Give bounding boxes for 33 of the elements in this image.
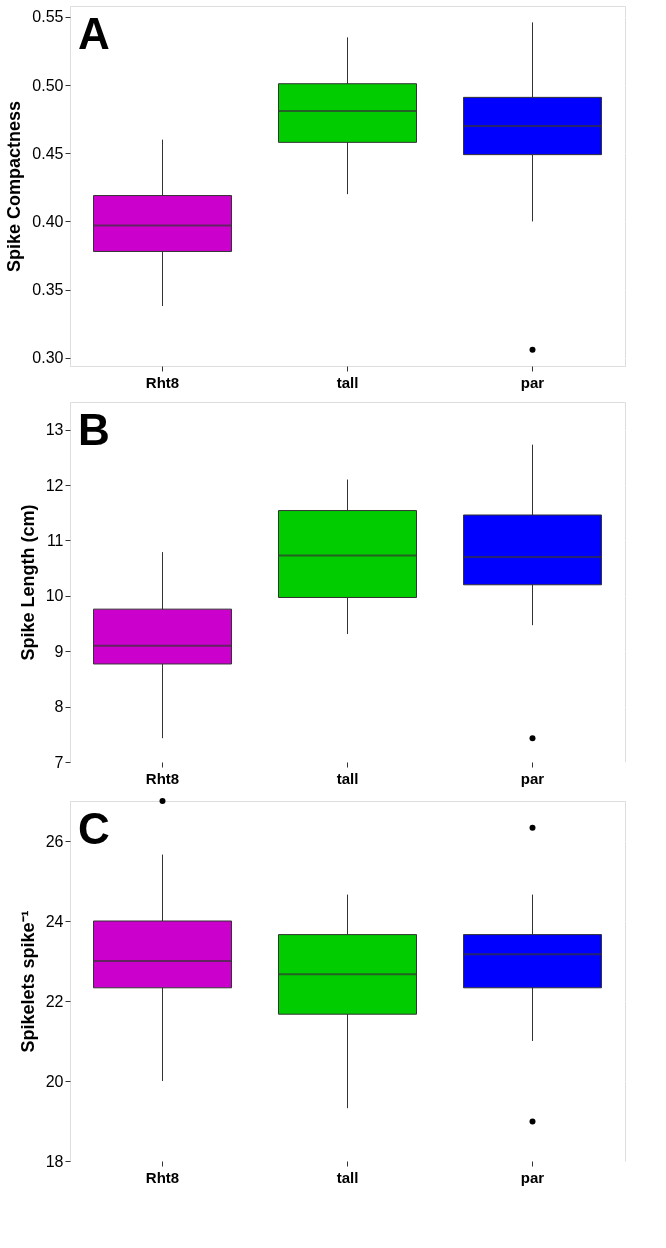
x-tick-label: par xyxy=(520,769,545,787)
x-tick-label: tall xyxy=(336,373,359,391)
y-tick-label: 0.40 xyxy=(32,212,64,230)
x-tick-label: par xyxy=(520,1168,545,1186)
y-tick-label: 0.45 xyxy=(32,144,64,162)
y-axis-title: Spike Length (cm) xyxy=(17,504,38,661)
y-tick-label: 20 xyxy=(45,1072,64,1090)
y-tick-label: 0.35 xyxy=(32,281,64,299)
y-tick-label: 12 xyxy=(45,476,64,494)
y-tick-label: 0.55 xyxy=(32,8,64,26)
y-axis-title: Spike Compactness xyxy=(4,100,25,273)
x-tick-label: tall xyxy=(336,1168,359,1186)
chart-title: C xyxy=(78,804,110,853)
y-tick-label: 11 xyxy=(46,531,64,549)
x-tick-label: Rht8 xyxy=(145,769,180,787)
y-tick-label: 8 xyxy=(54,698,64,716)
chart-title: B xyxy=(78,405,110,454)
y-tick-label: 7 xyxy=(54,753,64,771)
y-tick-label: 26 xyxy=(45,832,64,850)
x-tick-label: Rht8 xyxy=(145,373,180,391)
x-tick-label: Rht8 xyxy=(145,1168,180,1186)
y-tick-label: 0.50 xyxy=(32,76,64,94)
y-tick-label: 9 xyxy=(54,642,64,660)
y-tick-label: 0.30 xyxy=(32,349,64,367)
x-tick-label: par xyxy=(520,373,545,391)
y-axis-title: Spikelets spike⁻¹ xyxy=(17,910,38,1053)
y-tick-label: 13 xyxy=(45,421,64,439)
y-tick-label: 22 xyxy=(45,992,64,1010)
y-tick-label: 24 xyxy=(45,912,64,930)
y-tick-label: 18 xyxy=(45,1152,64,1170)
x-tick-label: tall xyxy=(336,769,359,787)
chart-title: A xyxy=(78,9,110,58)
y-tick-label: 10 xyxy=(45,587,64,605)
